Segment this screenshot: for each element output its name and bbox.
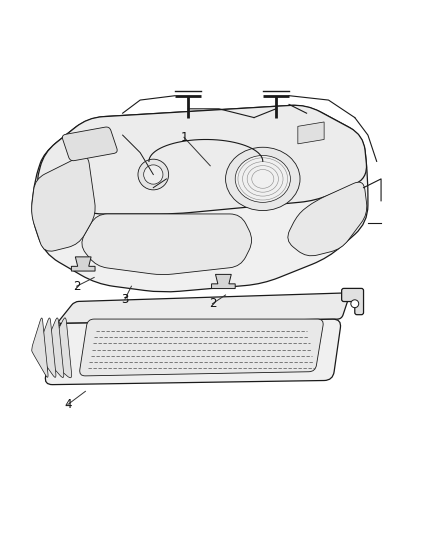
PathPatch shape [62, 127, 117, 161]
Ellipse shape [226, 147, 300, 211]
Polygon shape [71, 257, 95, 271]
Text: 3: 3 [121, 293, 128, 306]
Circle shape [351, 300, 359, 308]
PathPatch shape [32, 318, 48, 377]
PathPatch shape [38, 105, 367, 214]
PathPatch shape [82, 214, 251, 274]
PathPatch shape [32, 106, 368, 292]
PathPatch shape [288, 182, 367, 256]
Text: 4: 4 [64, 398, 72, 411]
Polygon shape [298, 122, 324, 144]
Text: 2: 2 [73, 280, 81, 293]
Text: 1: 1 [180, 131, 188, 144]
PathPatch shape [55, 318, 72, 378]
Ellipse shape [235, 156, 290, 203]
Circle shape [138, 159, 169, 190]
Polygon shape [212, 274, 235, 288]
Text: 2: 2 [208, 297, 216, 310]
PathPatch shape [342, 288, 364, 314]
PathPatch shape [32, 156, 95, 251]
PathPatch shape [47, 318, 64, 377]
Circle shape [144, 165, 163, 184]
PathPatch shape [39, 318, 56, 377]
PathPatch shape [59, 293, 350, 324]
PathPatch shape [45, 319, 341, 385]
PathPatch shape [80, 319, 323, 376]
